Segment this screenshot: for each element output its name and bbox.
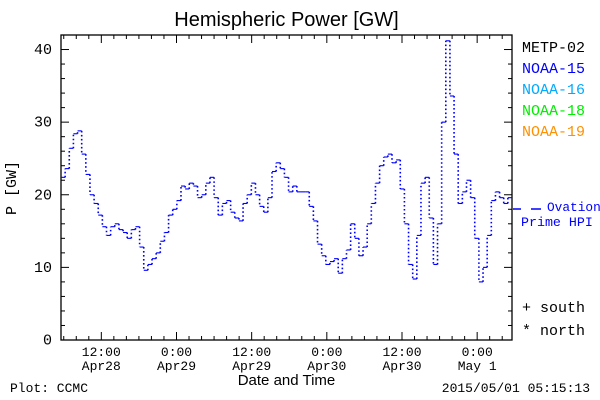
svg-text:METP-02: METP-02 [522,40,585,57]
svg-text:2015/05/01 05:15:13: 2015/05/01 05:15:13 [442,381,590,396]
svg-text:+ south: + south [522,300,585,317]
svg-text:Date and Time: Date and Time [238,372,336,389]
svg-text:NOAA-19: NOAA-19 [522,124,585,141]
svg-text:Apr30: Apr30 [382,359,421,374]
svg-text:NOAA-18: NOAA-18 [522,103,585,120]
svg-text:30: 30 [34,115,52,132]
svg-text:Apr29: Apr29 [157,359,196,374]
svg-text:10: 10 [34,260,52,277]
svg-text:Hemispheric Power [GW]: Hemispheric Power [GW] [174,9,399,31]
svg-text:Apr28: Apr28 [82,359,121,374]
svg-text:0: 0 [43,333,52,350]
svg-text:0:00: 0:00 [161,345,192,360]
svg-text:Ovation: Ovation [547,200,600,215]
svg-text:20: 20 [34,187,52,204]
svg-text:P [GW]: P [GW] [4,161,21,215]
svg-text:12:00: 12:00 [382,345,421,360]
svg-text:* north: * north [522,323,585,340]
svg-text:NOAA-16: NOAA-16 [522,82,585,99]
svg-text:12:00: 12:00 [82,345,121,360]
svg-text:May 1: May 1 [458,359,497,374]
svg-text:40: 40 [34,42,52,59]
svg-text:Prime HPI: Prime HPI [521,215,593,230]
svg-text:NOAA-15: NOAA-15 [522,61,585,78]
svg-text:0:00: 0:00 [311,345,342,360]
svg-text:0:00: 0:00 [462,345,493,360]
svg-text:12:00: 12:00 [232,345,271,360]
svg-text:Plot: CCMC: Plot: CCMC [10,381,88,396]
